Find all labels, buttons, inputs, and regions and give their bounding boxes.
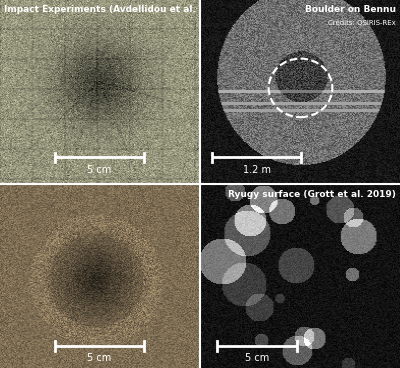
Text: Credits: OSIRIS-REx: Credits: OSIRIS-REx xyxy=(328,20,396,26)
Text: 5 cm: 5 cm xyxy=(87,165,112,175)
Text: 1.2 m: 1.2 m xyxy=(243,165,271,175)
Text: 5 cm: 5 cm xyxy=(244,353,269,363)
Text: Boulder on Bennu: Boulder on Bennu xyxy=(305,6,396,14)
Text: 5 cm: 5 cm xyxy=(87,353,112,363)
Text: Impact Experiments (Avdellidou et al. 2020): Impact Experiments (Avdellidou et al. 20… xyxy=(4,6,228,14)
Text: Ryugy surface (Grott et al. 2019): Ryugy surface (Grott et al. 2019) xyxy=(228,190,396,199)
